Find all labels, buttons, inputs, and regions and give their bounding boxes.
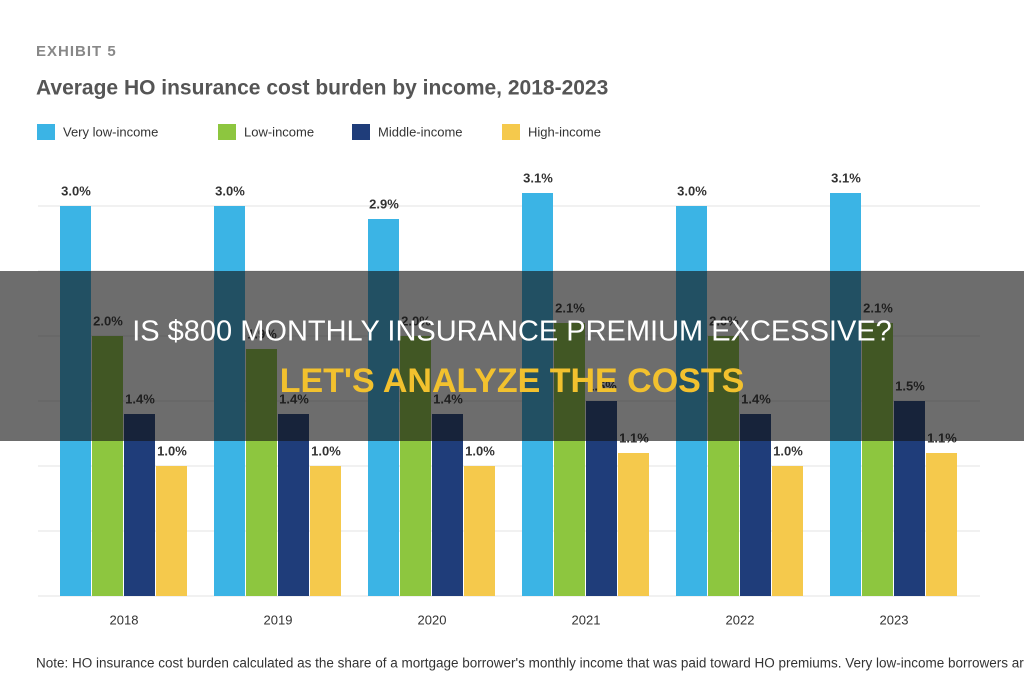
x-tick-label: 2022	[726, 612, 755, 627]
value-label: 3.1%	[831, 170, 861, 185]
legend-label: High-income	[528, 124, 601, 139]
overlay-band	[0, 271, 1024, 441]
exhibit-label: EXHIBIT 5	[36, 43, 117, 60]
x-tick-label: 2020	[418, 612, 447, 627]
legend-label: Low-income	[244, 124, 314, 139]
note: Note: HO insurance cost burden calculate…	[36, 656, 1024, 671]
bar	[772, 466, 803, 596]
bar	[432, 414, 463, 596]
bar	[310, 466, 341, 596]
bar	[464, 466, 495, 596]
x-tick-label: 2019	[264, 612, 293, 627]
bar	[278, 414, 309, 596]
bar	[618, 453, 649, 596]
value-label: 1.0%	[465, 443, 495, 458]
value-label: 3.1%	[523, 170, 553, 185]
bar	[740, 414, 771, 596]
overlay-headline: IS $800 MONTHLY INSURANCE PREMIUM EXCESS…	[132, 316, 892, 348]
legend-swatch	[352, 124, 370, 140]
legend-swatch	[502, 124, 520, 140]
x-tick-label: 2021	[572, 612, 601, 627]
x-tick-label: 2018	[110, 612, 139, 627]
legend-swatch	[37, 124, 55, 140]
x-tick-label: 2023	[880, 612, 909, 627]
bar	[124, 414, 155, 596]
legend-label: Middle-income	[378, 124, 463, 139]
value-label: 2.9%	[369, 196, 399, 211]
value-label: 3.0%	[61, 183, 91, 198]
bar	[926, 453, 957, 596]
overlay-subheadline: LET'S ANALYZE THE COSTS	[280, 362, 745, 400]
value-label: 3.0%	[215, 183, 245, 198]
value-label: 1.0%	[773, 443, 803, 458]
legend-label: Very low-income	[63, 124, 158, 139]
value-label: 1.0%	[311, 443, 341, 458]
chart-title: Average HO insurance cost burden by inco…	[36, 77, 608, 100]
bar	[156, 466, 187, 596]
value-label: 3.0%	[677, 183, 707, 198]
value-label: 1.0%	[157, 443, 187, 458]
legend-swatch	[218, 124, 236, 140]
